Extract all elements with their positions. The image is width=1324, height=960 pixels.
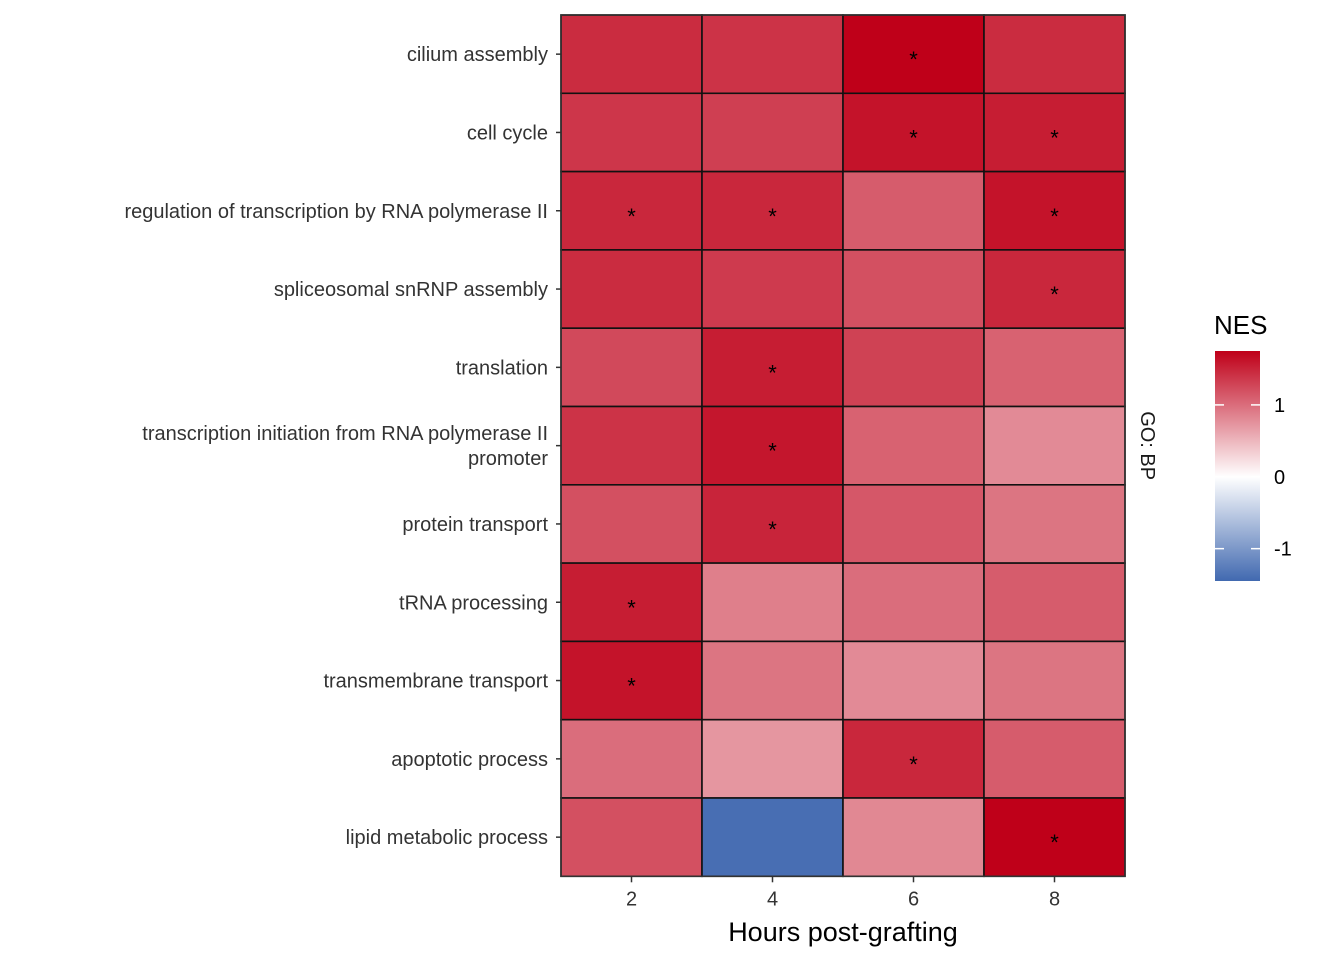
significance-star: * — [768, 204, 777, 229]
heatmap-cell — [701, 562, 844, 643]
heatmap-cell — [983, 483, 1126, 564]
y-tick-label: cilium assembly — [407, 44, 548, 66]
y-tick-label: protein transport — [402, 514, 548, 536]
y-tick-label: apoptotic process — [391, 749, 548, 771]
heatmap-cell — [842, 249, 985, 329]
significance-star: * — [768, 439, 777, 464]
legend-tick-label: -1 — [1274, 539, 1292, 561]
y-tick-label: promoter — [468, 448, 548, 470]
heatmap-cell — [842, 405, 985, 486]
heatmap-cell — [842, 797, 985, 878]
heatmap-cell — [560, 405, 703, 486]
heatmap-cell — [983, 718, 1126, 799]
heatmap-cell — [983, 405, 1126, 486]
significance-star: * — [627, 204, 636, 229]
y-tick-label: lipid metabolic process — [346, 827, 548, 849]
heatmap-cell — [983, 170, 1126, 251]
heatmap-cell — [983, 562, 1126, 643]
significance-star: * — [627, 674, 636, 699]
panel-border — [560, 14, 1126, 878]
significance-star: * — [768, 517, 777, 542]
significance-star: * — [1050, 204, 1059, 229]
heatmap-cell — [560, 797, 703, 878]
significance-markers: * * * * * * * * * * * * * * — [627, 47, 1059, 855]
significance-star: * — [1050, 282, 1059, 307]
y-tick-label: regulation of transcription by RNA polym… — [124, 201, 548, 223]
significance-star: * — [909, 47, 918, 72]
x-tick-label: 6 — [908, 888, 919, 910]
legend-tick-label: 1 — [1274, 395, 1285, 417]
heatmap-cell — [560, 640, 703, 721]
y-tick-label: transcription initiation from RNA polyme… — [142, 423, 548, 445]
y-tick-label: spliceosomal snRNP assembly — [274, 279, 548, 301]
y-tick-label: translation — [456, 357, 548, 379]
heatmap-cell — [842, 170, 985, 251]
heatmap-cell — [560, 249, 703, 329]
heatmap-cell — [560, 327, 703, 408]
y-tick-label: tRNA processing — [399, 592, 548, 614]
heatmap-cell — [560, 170, 703, 251]
significance-star: * — [909, 752, 918, 777]
x-axis: 2 4 6 8 — [626, 876, 1060, 910]
y-tick-label: cell cycle — [467, 122, 548, 144]
legend-tick-label: 0 — [1274, 467, 1285, 489]
heatmap-cell — [842, 92, 985, 173]
significance-star: * — [627, 595, 636, 620]
heatmap-cell — [701, 249, 844, 329]
legend-colorbar — [1215, 351, 1260, 581]
heatmap-cell — [983, 327, 1126, 408]
x-tick-label: 2 — [626, 888, 637, 910]
x-tick-label: 8 — [1049, 888, 1060, 910]
heatmap-cell — [983, 14, 1126, 95]
y-tick-label: transmembrane transport — [323, 671, 548, 693]
heatmap-cell — [983, 640, 1126, 721]
legend-ticks: 1 0 -1 — [1215, 395, 1292, 561]
heatmap-cell — [701, 797, 844, 878]
legend-title: NES — [1214, 310, 1267, 340]
heatmap-cell — [842, 14, 985, 95]
heatmap-cell — [560, 718, 703, 799]
significance-star: * — [1050, 125, 1059, 150]
heatmap-cell — [983, 797, 1126, 878]
heatmap-cell — [842, 327, 985, 408]
heatmap-cell — [701, 92, 844, 173]
heatmap-cell — [560, 14, 703, 95]
heatmap-cell — [560, 562, 703, 643]
heatmap-cell — [701, 483, 844, 564]
heatmap-cell — [842, 562, 985, 643]
facet-strip-label: GO: BP — [1136, 411, 1158, 480]
heatmap-cell — [701, 14, 844, 95]
heatmap-cell — [701, 405, 844, 486]
y-axis-labels: cilium assembly cell cycle regulation of t… — [124, 44, 561, 849]
heatmap-cell — [842, 483, 985, 564]
heatmap-cell — [842, 640, 985, 721]
x-axis-title: Hours post-grafting — [728, 917, 958, 947]
heatmap-cell — [560, 483, 703, 564]
significance-star: * — [768, 360, 777, 385]
significance-star: * — [909, 125, 918, 150]
heatmap-cell — [560, 92, 703, 173]
heatmap-cell — [983, 249, 1126, 329]
heatmap-cell — [842, 718, 985, 799]
color-legend: NES 1 0 -1 — [1214, 310, 1292, 581]
heatmap-cell — [701, 170, 844, 251]
heatmap-cells — [560, 14, 1126, 878]
significance-star: * — [1050, 830, 1059, 855]
heatmap-cell — [701, 640, 844, 721]
heatmap-cell — [701, 718, 844, 799]
x-tick-label: 4 — [767, 888, 778, 910]
